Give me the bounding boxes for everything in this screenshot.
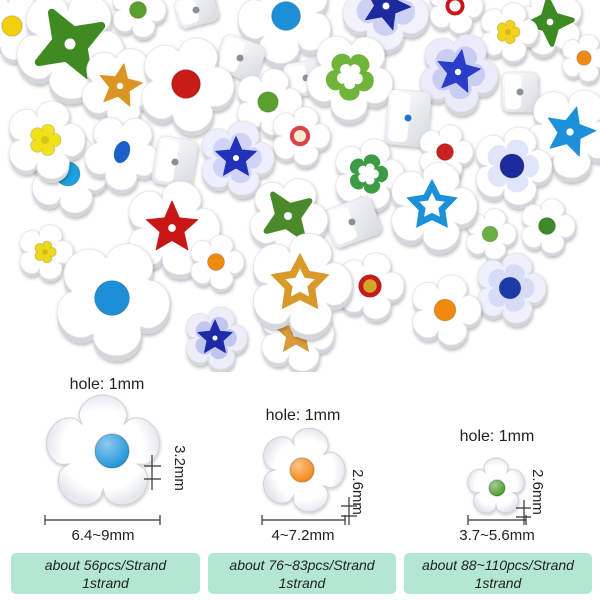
flower-bead: [480, 2, 539, 65]
flower-bead: [19, 224, 74, 282]
diameter-dimension-small: [467, 515, 527, 525]
diameter-label-small: 3.7~5.6mm: [459, 527, 535, 544]
tube-bead: [501, 71, 539, 113]
hole-label-medium: hole: 1mm: [265, 407, 341, 424]
bead-pile-photo: [0, 0, 600, 372]
strand-info-box-medium: about 76~83pcs/Strand 1strand: [208, 553, 396, 594]
flower-bead: [477, 252, 547, 327]
bead-diagram-medium: [262, 427, 346, 513]
flower-bead: [306, 35, 393, 125]
flower-bead: [335, 138, 405, 213]
flower-bead: [141, 37, 235, 137]
flower-bead: [112, 0, 167, 40]
diameter-label-medium: 4~7.2mm: [271, 527, 335, 544]
strand-info-box-small: about 88~110pcs/Strand 1strand: [404, 553, 592, 594]
strand-quantity: 1strand: [82, 575, 129, 591]
flower-bead: [201, 120, 275, 199]
flower-bead: [412, 274, 482, 349]
strand-quantity: 1strand: [278, 575, 326, 591]
tube-bead: [384, 88, 432, 148]
flower-bead: [56, 243, 170, 362]
thickness-label-large: 3.2mm: [171, 445, 188, 491]
tube-bead: [151, 135, 199, 189]
flower-bead: [466, 208, 517, 262]
thickness-dimension-small: [516, 500, 531, 525]
tube-bead: [323, 196, 381, 248]
flower-bead: [81, 48, 161, 130]
diameter-dimension-medium: [261, 515, 346, 525]
bead-diagram-large: [46, 394, 160, 506]
strand-quantity: 1strand: [474, 575, 522, 591]
flower-bead: [190, 234, 245, 292]
hole-label-large: hole: 1mm: [69, 376, 145, 393]
bead-diagram-small: [467, 457, 525, 514]
hole-label-small: hole: 1mm: [459, 428, 535, 445]
pieces-per-strand: about 88~110pcs/Strand: [422, 557, 574, 573]
flower-bead: [84, 117, 160, 194]
flower-bead: [521, 198, 576, 256]
bead-pile: [0, 0, 600, 372]
flower-bead: [8, 100, 86, 183]
pieces-per-strand: about 56pcs/Strand: [44, 557, 167, 573]
tube-bead: [173, 0, 219, 29]
flower-bead: [475, 126, 553, 209]
size-diagrams: [44, 394, 531, 525]
pieces-per-strand: about 76~83pcs/Strand: [229, 557, 375, 573]
flower-bead: [342, 0, 429, 55]
flower-bead: [419, 34, 499, 116]
thickness-dimension-medium: [341, 497, 357, 525]
flower-bead: [186, 306, 248, 372]
flower-bead: [253, 232, 353, 340]
flower-bead: [391, 161, 478, 255]
thickness-label-medium: 2.6mm: [349, 469, 366, 515]
flower-bead: [562, 34, 600, 84]
thickness-label-small: 2.6mm: [529, 469, 546, 515]
bead-diagrams: [46, 394, 525, 514]
diameter-dimension-large: [44, 515, 161, 525]
thickness-dimension-large: [144, 455, 161, 490]
strand-info-box-large: about 56pcs/Strand 1strand: [11, 553, 200, 594]
flower-bead: [249, 178, 329, 260]
diameter-label-large: 6.4~9mm: [71, 527, 135, 544]
flower-bead: [339, 252, 405, 323]
flower-bead: [429, 0, 484, 36]
tube-bead: [214, 34, 266, 82]
flower-bead: [272, 106, 331, 169]
